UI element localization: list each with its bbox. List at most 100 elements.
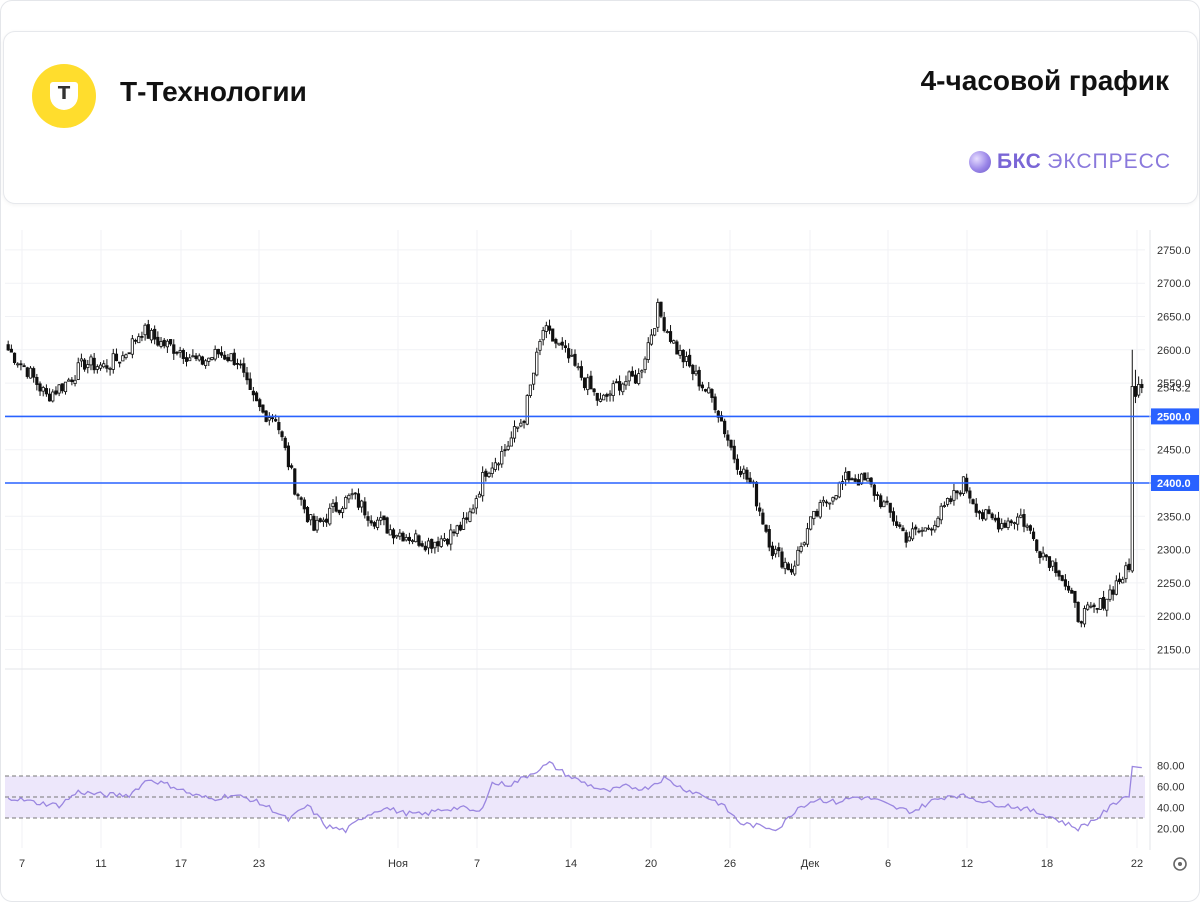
candle-body (417, 535, 421, 546)
candle-body (716, 410, 720, 418)
candle-body (51, 391, 55, 402)
candle-body (780, 551, 784, 568)
candle-body (694, 370, 698, 375)
candle-body (1127, 563, 1131, 570)
candle-body (267, 417, 271, 421)
candle-body (461, 517, 466, 530)
candle-body (519, 422, 523, 427)
candle-body (248, 378, 252, 390)
price-tick-label: 2550.0 (1157, 378, 1191, 390)
candle-body (551, 328, 555, 342)
candle-body (423, 545, 427, 551)
candle-body (213, 348, 217, 360)
candle-body (805, 528, 810, 545)
candle-body (38, 383, 42, 392)
x-tick-label: 20 (645, 858, 657, 870)
candle-body (468, 511, 472, 522)
candle-body (723, 420, 727, 435)
candle-body (153, 328, 157, 340)
candle-body (1019, 514, 1023, 518)
settings-gear-icon[interactable] (1173, 857, 1187, 871)
candle-body (824, 501, 829, 504)
candle-body (1035, 539, 1039, 551)
candle-body (372, 522, 376, 527)
candle-body (735, 458, 739, 470)
logo-letter: Т (57, 83, 71, 104)
candle-body (949, 498, 953, 502)
candle-body (1057, 570, 1061, 577)
rsi-line (7, 760, 1142, 834)
candle-body (898, 524, 902, 527)
candle-body (544, 325, 548, 332)
candle-body (939, 505, 943, 521)
candle-body (882, 501, 886, 508)
price-tick-label: 2200.0 (1157, 611, 1191, 623)
candle-body (688, 354, 692, 367)
candle-body (251, 390, 255, 396)
candle-body (936, 517, 940, 527)
candle-body (1121, 579, 1125, 584)
candle-body (710, 389, 714, 398)
candle-body (283, 437, 287, 448)
candle-body (945, 498, 950, 505)
candle-body (270, 417, 275, 420)
candle-body (930, 528, 934, 531)
candle-body (774, 548, 778, 555)
candle-body (149, 329, 154, 341)
candle-body (181, 349, 185, 359)
candle-body (958, 492, 962, 495)
candle-body (1063, 579, 1067, 587)
candle-body (1130, 386, 1134, 572)
candle-body (659, 301, 663, 317)
candle-body (793, 565, 797, 575)
rsi-tick-label: 60.00 (1157, 782, 1185, 794)
candle-body (691, 364, 695, 375)
candle-body (162, 339, 166, 347)
candle-body (611, 383, 615, 396)
candle-body (850, 478, 854, 481)
candle-body (1003, 522, 1007, 528)
candle-body (579, 366, 583, 378)
candle-body (114, 353, 119, 362)
candle-body (907, 536, 911, 542)
candle-body (879, 495, 883, 508)
candle-body (305, 507, 310, 523)
candle-body (675, 341, 679, 355)
candle-body (745, 469, 749, 480)
candle-body (910, 528, 915, 540)
candle-body (582, 377, 587, 389)
candle-body (411, 540, 415, 543)
brand-logo: БКС ЭКСПРЕСС (968, 148, 1171, 176)
candle-body (516, 426, 520, 429)
candle-body (337, 509, 341, 514)
candle-body (455, 525, 459, 535)
candle-body (560, 341, 564, 346)
candle-body (1000, 523, 1004, 530)
candle-body (178, 350, 182, 353)
candle-body (471, 508, 475, 514)
candle-body (831, 497, 835, 502)
x-tick-label: 11 (95, 858, 106, 870)
x-tick-label: 18 (1041, 858, 1053, 870)
candle-body (920, 529, 924, 532)
x-tick-label: 22 (1131, 858, 1143, 870)
candle-body (1124, 565, 1128, 580)
brand-light: ЭКСПРЕСС (1047, 150, 1171, 173)
candle-body (261, 404, 265, 413)
candle-body (318, 518, 322, 522)
candle-body (509, 437, 513, 447)
candle-body (334, 502, 338, 512)
candle-body (532, 372, 536, 385)
candle-body (917, 530, 921, 533)
chart-title: 4-часовой график (920, 65, 1169, 96)
candle-body (742, 468, 746, 474)
x-tick-label: 12 (961, 858, 973, 870)
candle-body (729, 439, 733, 448)
x-tick-label: Дек (801, 858, 820, 870)
candle-body (621, 383, 625, 393)
candle-body (503, 449, 507, 452)
candle-body (219, 352, 224, 356)
candle-body (137, 336, 141, 344)
candle-body (554, 339, 558, 344)
candle-body (506, 445, 510, 450)
